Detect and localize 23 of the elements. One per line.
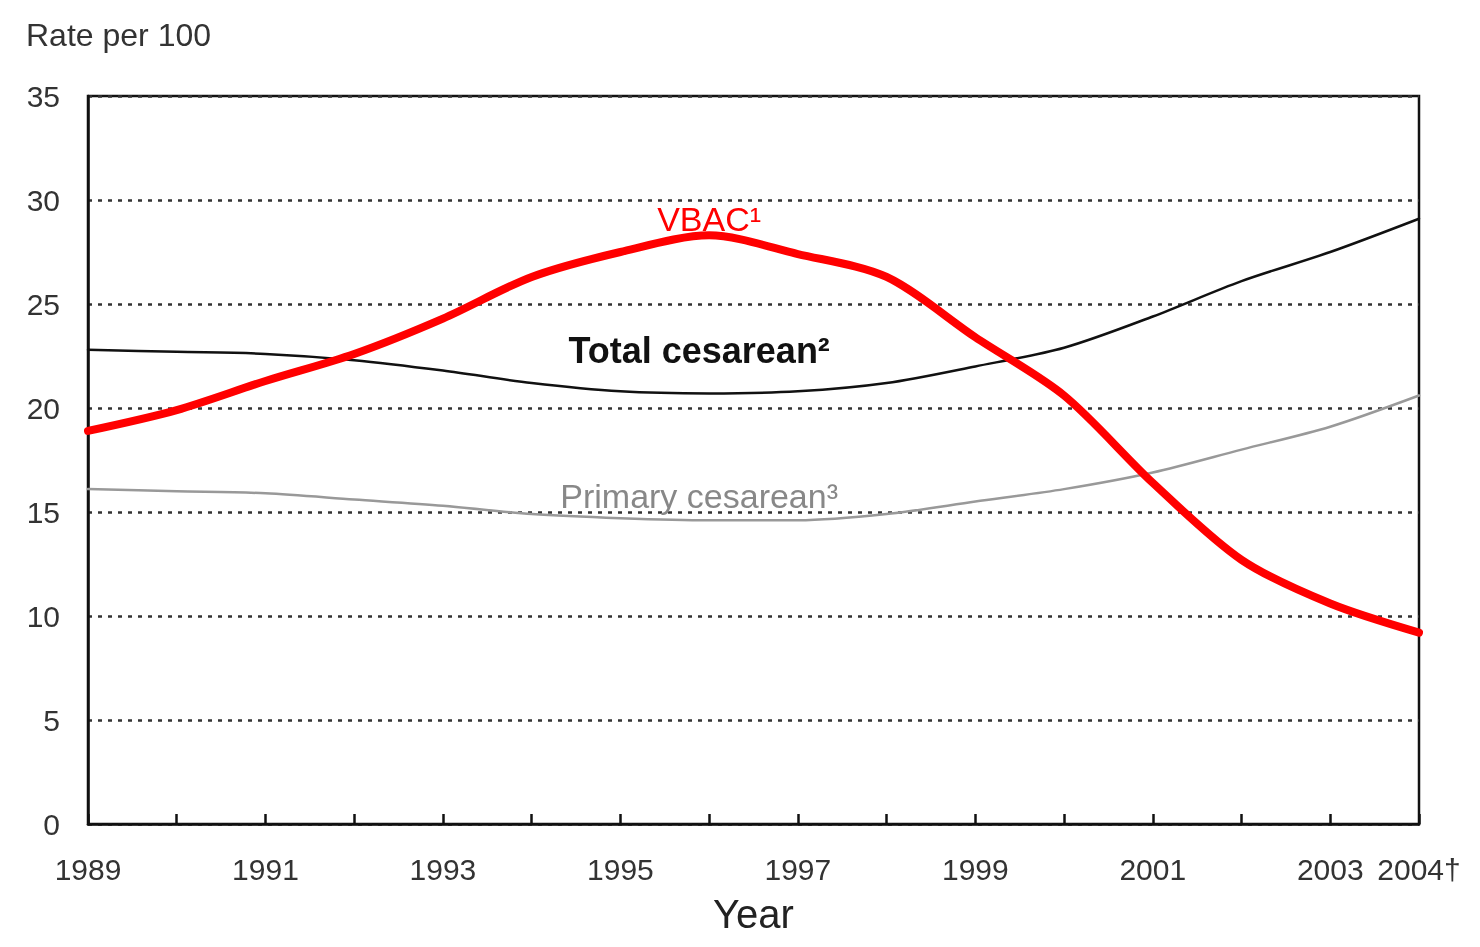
y-axis-title: Rate per 100 <box>26 17 212 53</box>
y-tick-label: 30 <box>26 183 60 217</box>
x-axis-title: Year <box>713 892 794 936</box>
x-tick-label: 1995 <box>587 852 654 886</box>
y-tick-label: 5 <box>43 703 60 737</box>
line-series <box>86 394 1421 522</box>
y-tick-label: 15 <box>26 495 60 529</box>
y-tick-label: 0 <box>43 807 60 841</box>
x-tick-label: 1991 <box>232 852 299 886</box>
y-tick-label: 20 <box>26 391 60 425</box>
y-tick-label: 25 <box>26 287 60 321</box>
x-tick-label: 1999 <box>941 852 1009 886</box>
series-label: Total cesarean² <box>568 329 830 371</box>
series-label: VBAC¹ <box>657 200 762 239</box>
x-tick-label: 2004† <box>1377 852 1461 886</box>
series-label: Primary cesarean³ <box>560 477 839 516</box>
y-tick-label: 10 <box>26 599 60 633</box>
x-tick-label: 1997 <box>764 852 832 886</box>
x-tick-label: 1989 <box>54 852 122 886</box>
x-tick-label: 1993 <box>409 852 477 886</box>
x-tick-label: 2001 <box>1119 852 1187 886</box>
y-tick-label: 35 <box>26 79 60 113</box>
x-tick-label: 2003 <box>1296 852 1364 886</box>
